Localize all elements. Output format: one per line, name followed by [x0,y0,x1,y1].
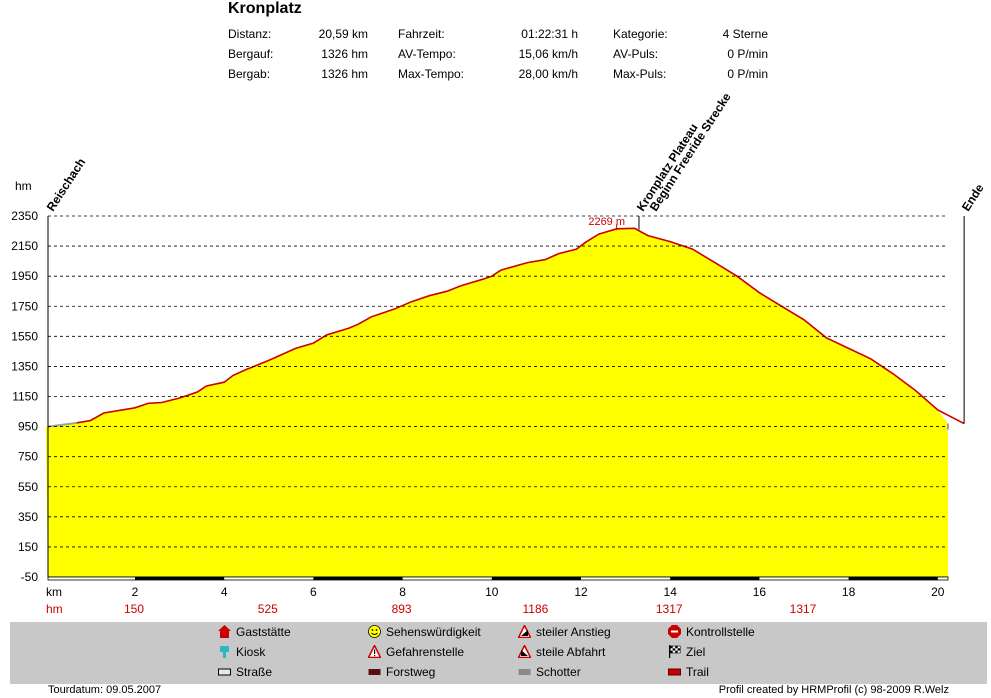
surface-segment-forstweg [670,577,760,580]
hm-row-value: 893 [392,602,412,616]
surface-segment-forstweg [313,577,403,580]
hm-row-label: hm [46,602,63,616]
hm-row-value: 1186 [522,602,548,616]
house-icon [218,625,231,638]
legend-item: Kiosk [218,645,265,659]
y-tick-label: -50 [21,570,39,584]
finish-flag-icon [668,645,681,658]
steep-descent-icon [517,643,532,659]
x-tick-label: 2 [132,585,139,599]
credit-text: Profil created by HRMProfil (c) 98-2009 … [718,684,949,696]
waypoint-label: Beginn Freeride Strecke [647,90,734,214]
y-tick-label: 550 [18,480,38,494]
warning-icon [367,643,382,659]
kiosk-icon [218,645,231,658]
stop-icon [668,625,681,638]
surface-segment-forstweg [491,577,581,580]
y-tick-label: 2350 [11,209,38,223]
y-tick-label: 350 [18,510,38,524]
hm-row-value: 525 [258,602,278,616]
legend-item: steile Abfahrt [517,643,605,659]
surface-segment-forstweg [848,577,938,580]
elevation-start-line [47,421,78,428]
trail-icon [668,665,681,678]
x-tick-label: 10 [485,585,499,599]
legend-item: Ziel [668,645,705,659]
hm-row-value: 1317 [656,602,683,616]
legend-item: Sehenswürdigkeit [368,625,481,639]
x-tick-label: 18 [842,585,856,599]
legend-item: Kontrollstelle [668,625,755,639]
y-tick-label: 1950 [11,269,38,283]
y-axis-label: hm [15,179,32,193]
x-tick-label: 12 [574,585,588,599]
gravel-icon [518,665,531,678]
tour-date: Tourdatum: 09.05.2007 [48,684,162,696]
legend-item: Straße [218,665,272,679]
x-tick-label: 8 [399,585,406,599]
legend-item: Gefahrenstelle [367,643,464,659]
legend-item: Trail [668,665,709,679]
waypoint-label: Reischach [44,156,88,214]
legend-item: steiler Anstieg [517,623,611,639]
x-tick-label: 4 [221,585,228,599]
elevation-profile-chart: -501503505507509501150135015501750195021… [11,90,987,616]
hm-row-value: 1317 [790,602,817,616]
legend-item: Gaststätte [218,625,291,639]
y-tick-label: 1350 [11,359,38,373]
waypoint-label: Ende [959,181,987,214]
x-tick-label: 20 [931,585,945,599]
forest-road-icon [368,665,381,678]
smiley-icon [368,625,381,638]
y-tick-label: 1550 [11,329,38,343]
max-elevation-label: 2269 m [588,216,625,228]
y-tick-label: 2150 [11,239,38,253]
legend-item: Schotter [518,665,581,679]
legend-item: Forstweg [368,665,435,679]
legend: Gaststätte Kiosk Straße Sehenswürdigkeit… [10,622,987,684]
x-tick-label: 6 [310,585,317,599]
y-tick-label: 1750 [11,299,38,313]
road-icon [218,665,231,678]
x-tick-label: 14 [664,585,678,599]
y-tick-label: 1150 [12,390,38,404]
tour-title: Kronplatz [228,0,302,17]
y-tick-label: 750 [18,450,38,464]
hm-row-value: 150 [124,602,144,616]
elevation-line [76,227,965,425]
y-tick-label: 150 [18,540,38,554]
y-tick-label: 950 [18,420,38,434]
x-axis-label: km [46,585,62,599]
x-tick-label: 16 [753,585,767,599]
elevation-area [45,228,949,578]
steep-climb-icon [517,623,532,639]
surface-segment-forstweg [135,577,225,580]
